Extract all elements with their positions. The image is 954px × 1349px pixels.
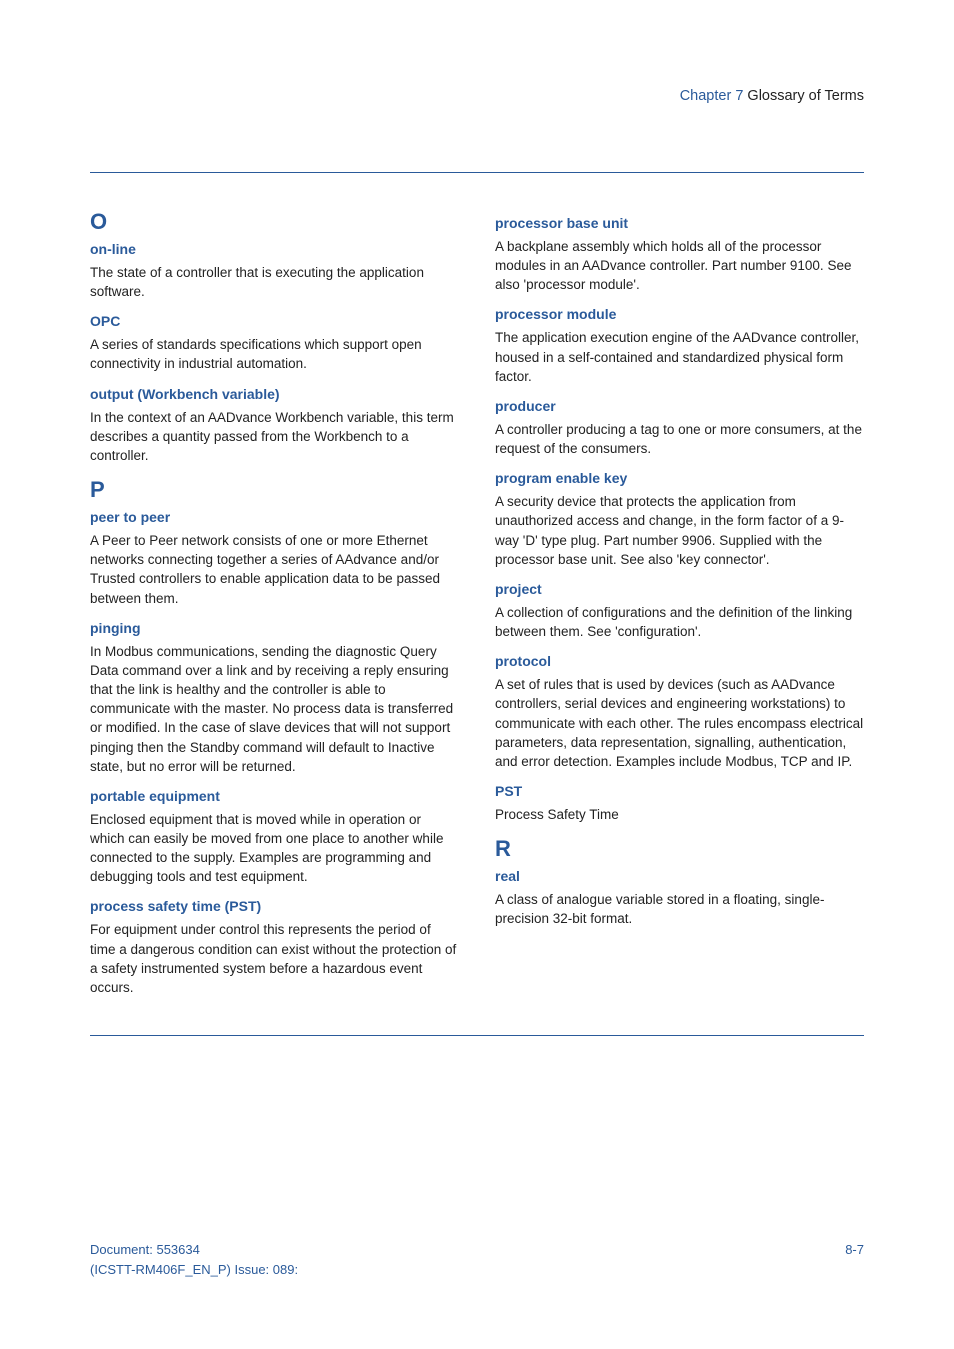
- header-rule: [90, 172, 864, 173]
- glossary-columns: Oon-line The state of a controller that i…: [90, 209, 864, 1009]
- glossary-term: portable equipment: [90, 788, 459, 804]
- glossary-definition: In Modbus communications, sending the di…: [90, 642, 459, 776]
- glossary-definition: Process Safety Time: [495, 805, 864, 824]
- glossary-definition: A controller producing a tag to one or m…: [495, 420, 864, 458]
- glossary-term: on-line: [90, 241, 459, 257]
- footer-doc-number: Document: 553634: [90, 1240, 298, 1260]
- footer-page-number: 8-7: [845, 1240, 864, 1260]
- glossary-definition: A class of analogue variable stored in a…: [495, 890, 864, 928]
- footer-rule: [90, 1035, 864, 1036]
- section-letter: O: [90, 209, 459, 235]
- glossary-term: processor module: [495, 306, 864, 322]
- glossary-term: processor base unit: [495, 215, 864, 231]
- glossary-term: program enable key: [495, 470, 864, 486]
- right-column: processor base unit A backplane assembly …: [495, 209, 864, 1009]
- glossary-definition: In the context of an AADvance Workbench …: [90, 408, 459, 465]
- glossary-definition: A collection of configurations and the d…: [495, 603, 864, 641]
- glossary-definition: A set of rules that is used by devices (…: [495, 675, 864, 771]
- glossary-definition: Enclosed equipment that is moved while i…: [90, 810, 459, 887]
- glossary-term: PST: [495, 783, 864, 799]
- glossary-term: producer: [495, 398, 864, 414]
- section-letter: R: [495, 836, 864, 862]
- glossary-definition: The application execution engine of the …: [495, 328, 864, 385]
- glossary-definition: A backplane assembly which holds all of …: [495, 237, 864, 294]
- footer-doc-issue: (ICSTT-RM406F_EN_P) Issue: 089:: [90, 1260, 298, 1280]
- glossary-term: process safety time (PST): [90, 898, 459, 914]
- glossary-term: project: [495, 581, 864, 597]
- glossary-definition: For equipment under control this represe…: [90, 920, 459, 997]
- glossary-term: protocol: [495, 653, 864, 669]
- glossary-definition: A security device that protects the appl…: [495, 492, 864, 569]
- glossary-definition: A Peer to Peer network consists of one o…: [90, 531, 459, 608]
- glossary-term: OPC: [90, 313, 459, 329]
- glossary-definition: A series of standards specifications whi…: [90, 335, 459, 373]
- footer-doc-info: Document: 553634 (ICSTT-RM406F_EN_P) Iss…: [90, 1240, 298, 1279]
- chapter-label: Chapter 7: [680, 88, 744, 104]
- page-footer: Document: 553634 (ICSTT-RM406F_EN_P) Iss…: [90, 1240, 864, 1279]
- chapter-title: Glossary of Terms: [743, 88, 864, 104]
- glossary-term: peer to peer: [90, 509, 459, 525]
- glossary-term: pinging: [90, 620, 459, 636]
- glossary-term: real: [495, 868, 864, 884]
- glossary-definition: The state of a controller that is execut…: [90, 263, 459, 301]
- left-column: Oon-line The state of a controller that i…: [90, 209, 459, 1009]
- chapter-header: Chapter 7 Glossary of Terms: [90, 88, 864, 104]
- glossary-term: output (Workbench variable): [90, 386, 459, 402]
- section-letter: P: [90, 477, 459, 503]
